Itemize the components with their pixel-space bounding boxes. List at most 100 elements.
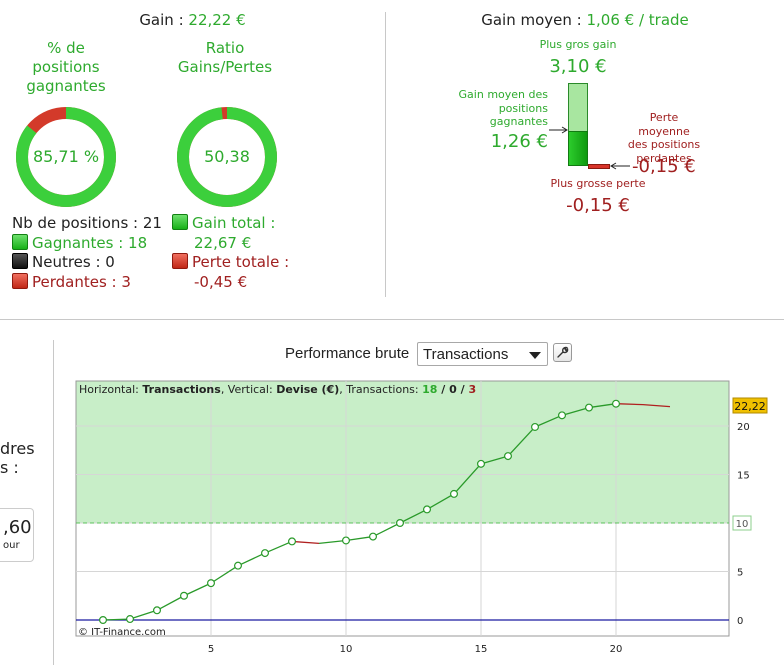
chart-line-segment xyxy=(291,540,320,545)
chart-line-segment xyxy=(345,535,374,542)
green-swatch-icon xyxy=(172,214,188,230)
chart-header-win-count: 18 xyxy=(422,383,438,396)
dropdown-arrow-icon xyxy=(529,352,541,359)
left-partial-text: dres xyxy=(0,439,35,458)
chart-line-segment xyxy=(129,609,158,620)
totals: Gain total : 22,67 € Perte totale : -0,4… xyxy=(172,214,289,292)
chart-highlight-region xyxy=(76,381,729,524)
largest-gain-value: 3,10 € xyxy=(549,56,607,77)
chart-header-loss-count: 3 xyxy=(468,383,477,396)
winning-pct-title-line: gagnantes xyxy=(26,77,106,95)
chart-line-segment xyxy=(480,455,509,465)
positions-winning: Gagnantes : 18 xyxy=(12,233,162,254)
largest-loss-label: Plus grosse perte xyxy=(550,177,646,190)
total-loss-value: -0,45 € xyxy=(194,272,248,291)
left-panel-divider xyxy=(53,340,54,665)
ratio-title-line: Ratio xyxy=(205,39,245,57)
chart-point xyxy=(611,399,620,408)
largest-gain-label: Plus gros gain xyxy=(539,38,617,51)
arrow-left-icon xyxy=(610,162,630,170)
chart-ref-value-label: 10 xyxy=(736,519,749,530)
avg-win-bar xyxy=(568,131,588,166)
chart-point xyxy=(153,606,162,615)
avg-win-label-line: gagnantes xyxy=(489,115,548,128)
total-gain-line: Gain total : xyxy=(172,214,289,234)
chart-line-segment xyxy=(318,539,347,545)
avg-gain-value: 1,06 € / trade xyxy=(586,11,689,29)
donut-inner xyxy=(190,120,264,194)
chart-point xyxy=(584,403,593,412)
avg-win-label-line: positions xyxy=(498,101,548,115)
chart-line-segment xyxy=(534,414,563,428)
positions-list: Nb de positions : 21 Gagnantes : 18 Neut… xyxy=(12,214,162,292)
chart-point xyxy=(530,422,539,431)
performance-select[interactable]: Transactions xyxy=(417,342,548,366)
left-partial-card[interactable]: ,60 our xyxy=(0,508,34,562)
chart-line-segment xyxy=(507,426,536,457)
avg-gain-sep: : xyxy=(571,11,587,29)
section-divider xyxy=(0,319,784,320)
red-swatch-icon xyxy=(172,253,188,269)
green-swatch-icon xyxy=(12,233,28,250)
black-swatch-icon xyxy=(12,253,28,269)
total-loss-line: Perte totale : xyxy=(172,253,289,273)
donut-arc-win xyxy=(177,107,277,207)
left-partial-card-value: ,60 xyxy=(3,517,32,538)
chart-point xyxy=(180,591,189,600)
gain-sep: : xyxy=(173,11,189,29)
winning-pct-title-line: % de xyxy=(47,39,85,57)
ratio-value: 50,38 xyxy=(204,147,250,166)
chart-y-tick-label: 20 xyxy=(737,422,750,433)
winning-pct-title-line: positions xyxy=(32,58,100,76)
chart-header-horizontal: Transactions xyxy=(142,383,221,396)
wrench-button[interactable] xyxy=(553,343,572,362)
chart-line-segment xyxy=(102,618,131,621)
chart-line-segment xyxy=(399,508,428,524)
winning-pct-title: % de positions gagnantes xyxy=(18,39,114,96)
chart-header-sep: / xyxy=(437,383,450,396)
chart-line-segment xyxy=(426,493,455,510)
gain-label: Gain xyxy=(139,11,174,29)
avg-win-label: Gain moyen des positions gagnantes xyxy=(452,88,548,129)
chart-y-tick-label: 15 xyxy=(737,471,750,482)
avg-win-label-line: Gain moyen des xyxy=(458,88,548,101)
avg-loss-label-line: perdantes xyxy=(636,151,692,165)
positions-neutral: Neutres : 0 xyxy=(12,253,162,273)
avg-loss-label: Perte moyenne des positions perdantes xyxy=(626,111,702,165)
positions-neutral-label: Neutres : 0 xyxy=(32,253,115,271)
chart-line-segment xyxy=(156,595,185,611)
largest-loss-value: -0,15 € xyxy=(566,195,630,216)
chart-header-vertical: Devise (€) xyxy=(276,383,340,396)
chart-point xyxy=(423,505,432,514)
chart-line-segment xyxy=(372,522,401,538)
avg-loss-value: -0,15 € xyxy=(632,156,696,177)
winning-pct-value: 85,71 % xyxy=(32,147,100,166)
chart-point xyxy=(207,579,216,588)
chart-point xyxy=(125,615,134,624)
chart-line-segment xyxy=(210,565,239,584)
chart-point xyxy=(288,537,297,546)
chart-point xyxy=(98,615,107,624)
gain-value: 22,22 € xyxy=(188,11,246,29)
avg-win-value: 1,26 € xyxy=(490,131,548,152)
chart-y-tick-label: 5 xyxy=(737,568,743,579)
chart-point xyxy=(342,536,351,545)
chart-last-value-badge xyxy=(732,397,768,414)
chart-line-segment xyxy=(561,406,590,416)
chart-line-segment xyxy=(183,582,212,597)
chart-point xyxy=(450,489,459,498)
winning-pct-donut xyxy=(16,107,116,207)
chart-point xyxy=(477,459,486,468)
copyright: © IT-Finance.com xyxy=(78,627,166,638)
arrow-right-icon xyxy=(549,126,568,134)
chart-line-segment xyxy=(615,403,644,406)
positions-count: Nb de positions : 21 xyxy=(12,214,162,232)
donut-inner xyxy=(29,120,103,194)
ratio-title: Ratio Gains/Pertes xyxy=(165,39,285,77)
chart-header: Horizontal: Transactions, Vertical: Devi… xyxy=(79,383,476,396)
chart-point xyxy=(234,561,243,570)
chart-line-segment xyxy=(588,403,617,409)
red-swatch-icon xyxy=(12,272,28,289)
chart-line-segment xyxy=(453,463,482,495)
